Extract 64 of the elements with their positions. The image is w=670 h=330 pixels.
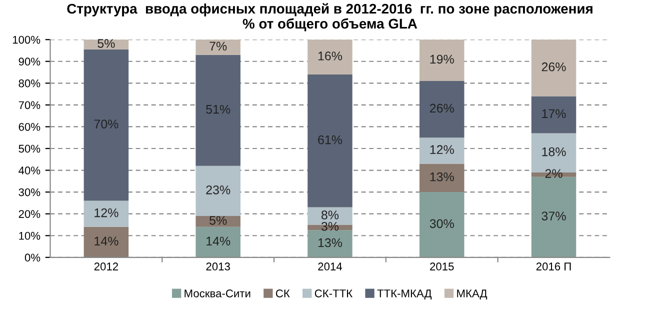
data-label: 18%	[542, 147, 566, 156]
bar	[419, 40, 464, 81]
y-tick-label: 90%	[18, 58, 40, 66]
data-label: 13%	[318, 238, 342, 248]
bar	[84, 226, 129, 258]
y-tick-label: 100%	[12, 36, 40, 44]
data-label: 14%	[94, 236, 118, 246]
data-label: 30%	[430, 219, 454, 228]
bar	[419, 164, 464, 192]
y-tick-label: 80%	[18, 79, 40, 88]
bar	[308, 230, 352, 258]
x-tick-label: 2012	[94, 262, 118, 270]
data-label: 14%	[206, 236, 230, 246]
legend-label: СК-ТТК	[314, 289, 353, 298]
y-tick-label: 40%	[18, 166, 40, 174]
bar	[419, 80, 464, 138]
bar	[84, 40, 129, 50]
bar	[308, 74, 352, 208]
bar	[531, 96, 576, 134]
y-tick-label: 0%	[24, 254, 40, 262]
bar	[84, 200, 129, 227]
bar	[196, 166, 240, 216]
chart-title: Структура ввода офисных площадей в 2012-2016 гг. по зоне расположения % от общего объема GLA	[67, 3, 592, 32]
x-tick-label: 2016 П	[536, 262, 571, 270]
data-label: 12%	[430, 145, 454, 154]
data-label: 7%	[210, 42, 227, 51]
data-label: 26%	[542, 62, 566, 72]
data-label: 26%	[430, 104, 454, 113]
data-label: 23%	[206, 185, 230, 194]
y-tick-label: 70%	[18, 101, 40, 110]
bar	[196, 226, 240, 258]
bar	[84, 49, 129, 201]
legend-label: ТТК-МКАД	[377, 290, 432, 300]
bar	[419, 138, 464, 164]
legend-label: СК	[276, 289, 290, 298]
y-tick-label: 20%	[18, 210, 40, 218]
bar	[196, 54, 240, 166]
data-label: 37%	[542, 212, 566, 220]
bar	[531, 176, 576, 258]
bar	[308, 40, 352, 74]
data-label: 70%	[94, 120, 118, 128]
y-tick-label: 10%	[19, 232, 40, 240]
data-label: 8%	[321, 210, 339, 220]
data-label: 61%	[318, 135, 342, 144]
bar	[196, 216, 240, 227]
data-label: 51%	[206, 104, 230, 114]
y-tick-label: 30%	[18, 188, 40, 196]
bar	[196, 40, 240, 55]
data-label: 5%	[98, 39, 115, 48]
legend-label: МКАД	[457, 290, 488, 300]
legend-label: Москва-Сити	[184, 289, 250, 298]
x-tick-label: 2015	[430, 262, 454, 270]
bar	[419, 192, 464, 258]
y-tick-label: 60%	[18, 122, 40, 131]
data-label: 5%	[210, 216, 227, 225]
data-label: 17%	[542, 109, 566, 118]
data-label: 16%	[318, 52, 342, 60]
x-tick-label: 2013	[206, 262, 230, 270]
bar	[531, 40, 576, 96]
data-label: 19%	[430, 54, 454, 64]
data-label: 13%	[430, 172, 454, 182]
data-label: 12%	[94, 208, 118, 218]
x-tick-label: 2014	[318, 262, 342, 270]
y-tick-label: 50%	[18, 144, 40, 153]
